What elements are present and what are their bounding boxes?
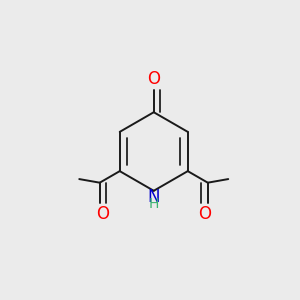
- Text: O: O: [198, 205, 211, 223]
- Text: H: H: [148, 196, 159, 211]
- Text: O: O: [97, 205, 110, 223]
- Text: O: O: [147, 70, 160, 88]
- Text: N: N: [148, 188, 160, 206]
